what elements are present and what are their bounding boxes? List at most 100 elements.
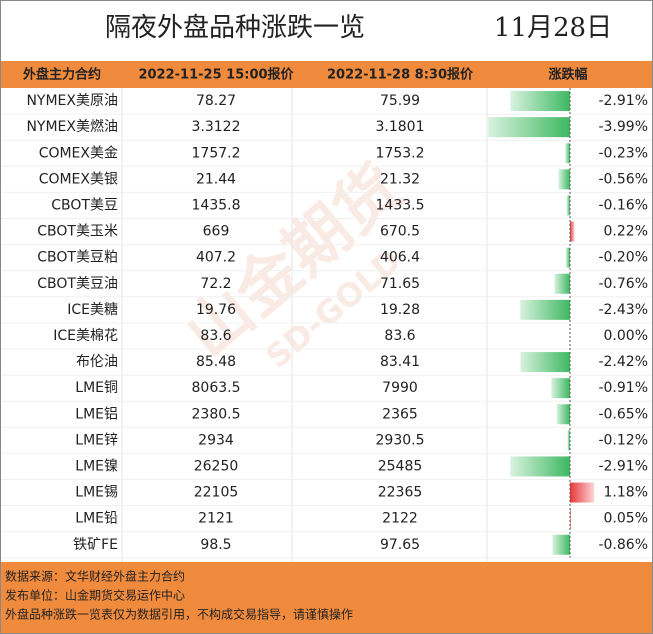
- price-cell: 19.28: [380, 302, 420, 318]
- price-cell: 25485: [378, 458, 423, 474]
- footer-bg: [1, 562, 652, 633]
- price-cell: 1757.2: [192, 145, 241, 161]
- price-cell: 669: [203, 224, 230, 240]
- name-cell: 铁矿FE: [73, 537, 118, 553]
- price-cell: 3.1801: [376, 119, 425, 135]
- price-cell: 2121: [198, 511, 234, 527]
- price-cell: 85.48: [196, 354, 236, 370]
- name-cell: CBOT美豆粕: [37, 250, 118, 266]
- name-cell: CBOT美豆: [51, 197, 118, 213]
- name-cell: 布伦油: [76, 354, 118, 370]
- header-cell: 外盘主力合约: [22, 67, 101, 83]
- change-cell: -2.91%: [598, 93, 648, 109]
- price-cell: 98.5: [200, 537, 231, 553]
- change-cell: -0.86%: [598, 537, 648, 553]
- change-bar: [570, 482, 595, 503]
- name-cell: CBOT美豆油: [37, 276, 118, 292]
- change-cell: -0.91%: [598, 380, 648, 396]
- change-bar: [551, 378, 570, 399]
- name-cell: NYMEX美燃油: [26, 118, 118, 135]
- price-cell: 1433.5: [376, 197, 425, 213]
- price-cell: 2934: [198, 432, 234, 448]
- name-cell: COMEX美金: [39, 145, 118, 161]
- change-cell: 0.05%: [604, 511, 648, 527]
- name-cell: CBOT美玉米: [37, 224, 118, 240]
- change-cell: -0.23%: [598, 145, 648, 161]
- change-cell: 0.22%: [604, 224, 648, 240]
- price-cell: 2380.5: [192, 406, 241, 422]
- price-cell: 2122: [382, 511, 418, 527]
- name-cell: LME镍: [75, 458, 118, 474]
- change-bar: [488, 117, 570, 138]
- change-bar: [554, 273, 570, 294]
- change-bar: [520, 299, 570, 320]
- name-cell: LME铜: [75, 380, 118, 396]
- price-cell: 1753.2: [376, 145, 425, 161]
- name-cell: ICE美棉花: [53, 327, 118, 344]
- price-cell: 19.76: [196, 302, 236, 318]
- change-bar: [570, 508, 572, 529]
- change-cell: -2.91%: [598, 458, 648, 474]
- name-cell: NYMEX美原油: [26, 93, 118, 109]
- change-bar: [565, 143, 570, 164]
- change-cell: -0.12%: [598, 432, 648, 448]
- price-cell: 83.6: [384, 328, 415, 344]
- change-cell: -0.16%: [598, 197, 648, 213]
- change-cell: -0.56%: [598, 171, 648, 187]
- change-cell: -0.20%: [598, 250, 648, 266]
- change-cell: -2.42%: [598, 354, 648, 370]
- change-bar: [556, 404, 570, 425]
- price-cell: 83.41: [380, 354, 420, 370]
- change-bar: [510, 456, 570, 477]
- change-cell: 0.00%: [604, 328, 648, 344]
- price-cell: 75.99: [380, 93, 420, 109]
- header-cell: 2022-11-28 8:30报价: [327, 68, 474, 83]
- footer-line: 发布单位：山金期货交易运作中心: [5, 588, 185, 603]
- change-bar: [566, 195, 570, 216]
- change-cell: -2.43%: [598, 302, 648, 318]
- price-cell: 2930.5: [376, 432, 425, 448]
- header-cell: 2022-11-25 15:00报价: [138, 68, 294, 83]
- price-cell: 72.2: [200, 276, 231, 292]
- footer-line: 数据来源：文华财经外盘主力合约: [5, 569, 185, 584]
- price-cell: 78.27: [196, 93, 236, 109]
- change-bar: [520, 352, 570, 373]
- name-cell: LME锡: [75, 485, 118, 501]
- price-cell: 8063.5: [192, 380, 241, 396]
- price-cell: 21.32: [380, 171, 420, 187]
- change-bar: [565, 247, 570, 268]
- name-cell: COMEX美银: [39, 171, 118, 187]
- change-bar: [552, 534, 570, 555]
- header-bg: [1, 61, 652, 88]
- price-cell: 406.4: [380, 250, 420, 266]
- price-cell: 22105: [194, 485, 239, 501]
- price-cell: 26250: [194, 458, 239, 474]
- price-cell: 71.65: [380, 276, 420, 292]
- change-cell: -3.99%: [598, 119, 648, 135]
- date: 11月28日: [494, 13, 612, 43]
- change-bar: [570, 221, 575, 242]
- price-cell: 670.5: [380, 224, 420, 240]
- change-cell: -0.65%: [598, 406, 648, 422]
- name-cell: ICE美糖: [67, 302, 118, 318]
- price-cell: 3.3122: [192, 119, 241, 135]
- change-cell: -0.76%: [598, 276, 648, 292]
- price-cell: 7990: [382, 380, 418, 396]
- change-bar: [558, 169, 570, 190]
- price-cell: 83.6: [200, 328, 231, 344]
- price-cell: 97.65: [380, 537, 420, 553]
- price-cell: 21.44: [196, 171, 236, 187]
- change-cell: 1.18%: [604, 485, 648, 501]
- footer-line: 外盘品种涨跌一览表仅为数据引用，不构成交易指导，请谨慎操作: [5, 607, 353, 622]
- name-cell: LME锌: [75, 432, 118, 448]
- title: 隔夜外盘品种涨跌一览: [105, 13, 365, 43]
- name-cell: LME铅: [75, 511, 118, 527]
- price-cell: 2365: [382, 406, 418, 422]
- price-cell: 407.2: [196, 250, 236, 266]
- name-cell: LME铝: [75, 406, 118, 422]
- price-cell: 1435.8: [192, 197, 241, 213]
- price-cell: 22365: [378, 485, 423, 501]
- change-bar: [567, 430, 570, 451]
- header-cell: 涨跌幅: [547, 67, 587, 83]
